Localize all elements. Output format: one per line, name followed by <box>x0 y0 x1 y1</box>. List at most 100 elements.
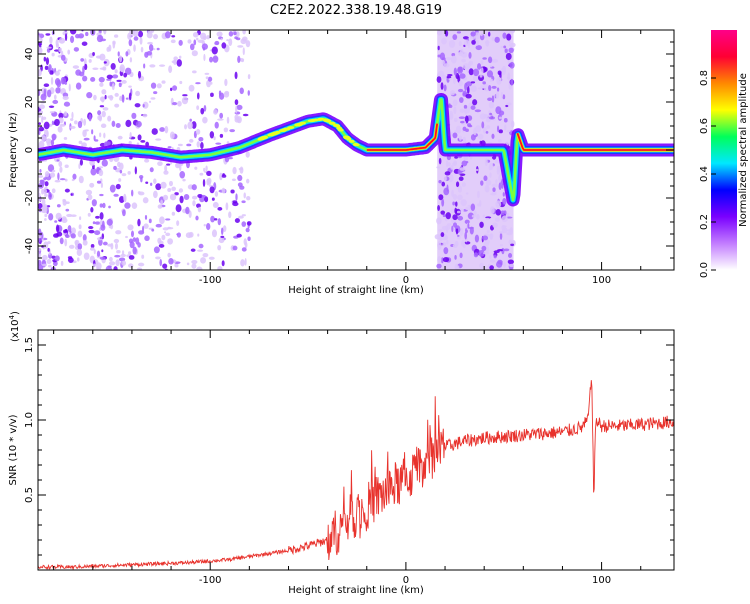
noise-speck <box>452 194 458 200</box>
noise-speck <box>137 70 142 79</box>
noise-speck <box>53 49 60 52</box>
noise-speck <box>440 82 444 90</box>
noise-speck <box>482 251 490 255</box>
noise-speck <box>471 39 476 45</box>
noise-speck <box>472 68 480 77</box>
noise-speck <box>63 101 71 107</box>
noise-speck <box>90 207 94 213</box>
noise-speck <box>157 237 162 244</box>
noise-speck <box>450 90 455 96</box>
noise-speck <box>158 243 165 248</box>
noise-speck <box>100 123 107 128</box>
noise-speck <box>209 131 215 139</box>
noise-speck <box>110 242 114 250</box>
noise-speck <box>489 206 495 214</box>
noise-speck <box>467 123 472 127</box>
noise-speck <box>502 198 507 205</box>
noise-speck <box>64 188 70 193</box>
noise-speck <box>245 151 250 158</box>
noise-speck <box>498 110 505 116</box>
noise-speck <box>220 38 223 41</box>
noise-speck <box>475 45 482 51</box>
noise-speck <box>507 72 511 81</box>
noise-speck <box>56 231 63 237</box>
trace-highlight <box>280 128 287 132</box>
noise-speck <box>177 100 182 107</box>
noise-speck <box>157 204 163 209</box>
noise-speck <box>137 30 144 38</box>
noise-speck <box>107 115 112 122</box>
noise-speck <box>164 164 168 172</box>
noise-speck <box>155 256 161 260</box>
noise-speck <box>96 262 102 270</box>
noise-speck <box>47 247 50 252</box>
y-tick-label: 0 <box>24 147 35 153</box>
noise-speck <box>167 187 172 193</box>
noise-speck <box>441 59 445 65</box>
noise-speck <box>159 127 166 132</box>
noise-speck <box>77 243 83 250</box>
noise-speck <box>209 186 215 194</box>
noise-speck <box>200 257 207 264</box>
noise-speck <box>168 258 174 265</box>
noise-speck <box>63 137 68 140</box>
noise-speck <box>38 264 44 270</box>
noise-speck <box>170 39 176 44</box>
noise-speck <box>46 46 52 49</box>
noise-speck <box>182 94 188 97</box>
noise-speck <box>498 182 502 191</box>
noise-speck <box>245 40 251 48</box>
noise-speck <box>475 168 479 172</box>
noise-speck <box>236 233 242 238</box>
noise-speck <box>196 266 203 270</box>
noise-speck <box>55 212 62 220</box>
noise-speck <box>482 57 487 60</box>
noise-speck <box>101 249 104 253</box>
noise-speck <box>112 41 116 49</box>
noise-speck <box>446 184 449 192</box>
colorbar-ticks: 0.0 0.2 0.4 0.6 0.8 <box>699 70 716 278</box>
noise-speck <box>200 107 205 115</box>
noise-speck <box>139 174 144 180</box>
x-tick-label: -100 <box>199 575 222 586</box>
noise-speck <box>61 217 68 224</box>
noise-speck <box>245 227 250 233</box>
noise-speck <box>188 84 195 92</box>
spectrogram-xlabel: Height of straight line (km) <box>288 285 424 296</box>
noise-speck <box>459 167 466 171</box>
noise-speck <box>73 47 80 52</box>
noise-speck <box>43 241 49 249</box>
noise-speck <box>195 128 201 135</box>
noise-speck <box>465 93 472 99</box>
noise-speck <box>106 46 110 52</box>
noise-speck <box>115 123 121 129</box>
noise-speck <box>222 225 227 232</box>
noise-speck <box>228 31 234 37</box>
noise-speck <box>488 30 492 33</box>
noise-speck <box>39 169 42 173</box>
noise-speck <box>214 191 219 197</box>
noise-speck <box>54 255 60 262</box>
noise-speck <box>204 196 209 203</box>
noise-speck <box>90 167 97 176</box>
noise-speck <box>49 36 53 45</box>
noise-speck <box>211 229 218 238</box>
noise-speck <box>473 127 477 136</box>
noise-speck <box>451 189 454 197</box>
noise-speck <box>470 85 477 92</box>
noise-speck <box>67 225 72 233</box>
noise-speck <box>192 200 196 207</box>
noise-speck <box>58 160 63 167</box>
noise-speck <box>454 207 458 214</box>
noise-speck <box>491 95 495 103</box>
noise-speck <box>456 31 462 34</box>
noise-speck <box>235 193 238 201</box>
noise-speck <box>85 189 93 196</box>
noise-speck <box>497 139 502 143</box>
noise-speck <box>114 242 118 250</box>
noise-speck <box>85 31 89 37</box>
noise-speck <box>467 40 470 49</box>
noise-speck <box>174 162 181 169</box>
noise-speck <box>499 244 503 247</box>
